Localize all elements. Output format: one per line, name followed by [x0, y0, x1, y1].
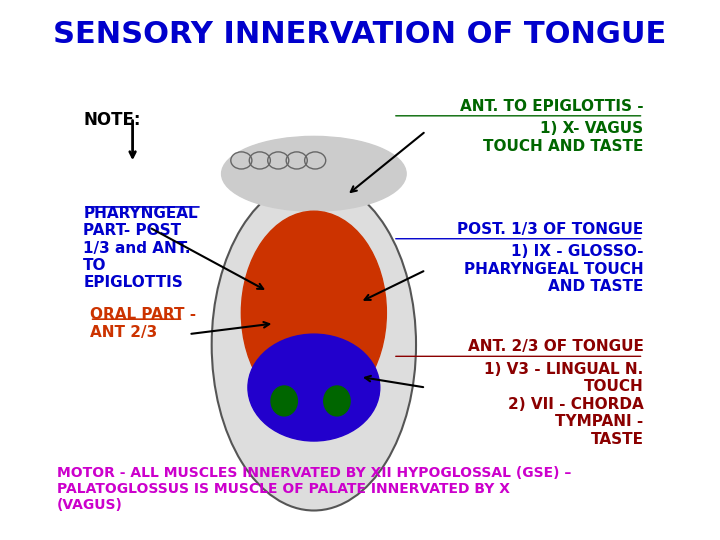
- Text: SENSORY INNERVATION OF TONGUE: SENSORY INNERVATION OF TONGUE: [53, 21, 667, 49]
- Ellipse shape: [248, 334, 379, 441]
- Text: PHARYNGEAL
PART- POST
1/3 and ANT.
TO
EPIGLOTTIS: PHARYNGEAL PART- POST 1/3 and ANT. TO EP…: [83, 206, 198, 291]
- Text: ORAL PART -
ANT 2/3: ORAL PART - ANT 2/3: [90, 307, 196, 340]
- Ellipse shape: [271, 386, 297, 416]
- Ellipse shape: [324, 386, 350, 416]
- Ellipse shape: [212, 179, 416, 510]
- Text: MOTOR - ALL MUSCLES INNERVATED BY XII HYPOGLOSSAL (GSE) –
PALATOGLOSSUS IS MUSCL: MOTOR - ALL MUSCLES INNERVATED BY XII HY…: [57, 466, 571, 512]
- Text: 1) X- VAGUS
TOUCH AND TASTE: 1) X- VAGUS TOUCH AND TASTE: [483, 122, 644, 154]
- Text: POST. 1/3 OF TONGUE: POST. 1/3 OF TONGUE: [457, 222, 644, 237]
- Text: 1) V3 - LINGUAL N.
TOUCH
2) VII - CHORDA
TYMPANI -
TASTE: 1) V3 - LINGUAL N. TOUCH 2) VII - CHORDA…: [485, 362, 644, 447]
- Text: ANT. 2/3 OF TONGUE: ANT. 2/3 OF TONGUE: [467, 340, 644, 354]
- Text: 1) IX - GLOSSO-
PHARYNGEAL TOUCH
AND TASTE: 1) IX - GLOSSO- PHARYNGEAL TOUCH AND TAS…: [464, 244, 644, 294]
- Ellipse shape: [241, 211, 387, 414]
- Text: ANT. TO EPIGLOTTIS -: ANT. TO EPIGLOTTIS -: [460, 99, 644, 114]
- Text: NOTE:: NOTE:: [83, 111, 140, 130]
- Ellipse shape: [222, 137, 406, 211]
